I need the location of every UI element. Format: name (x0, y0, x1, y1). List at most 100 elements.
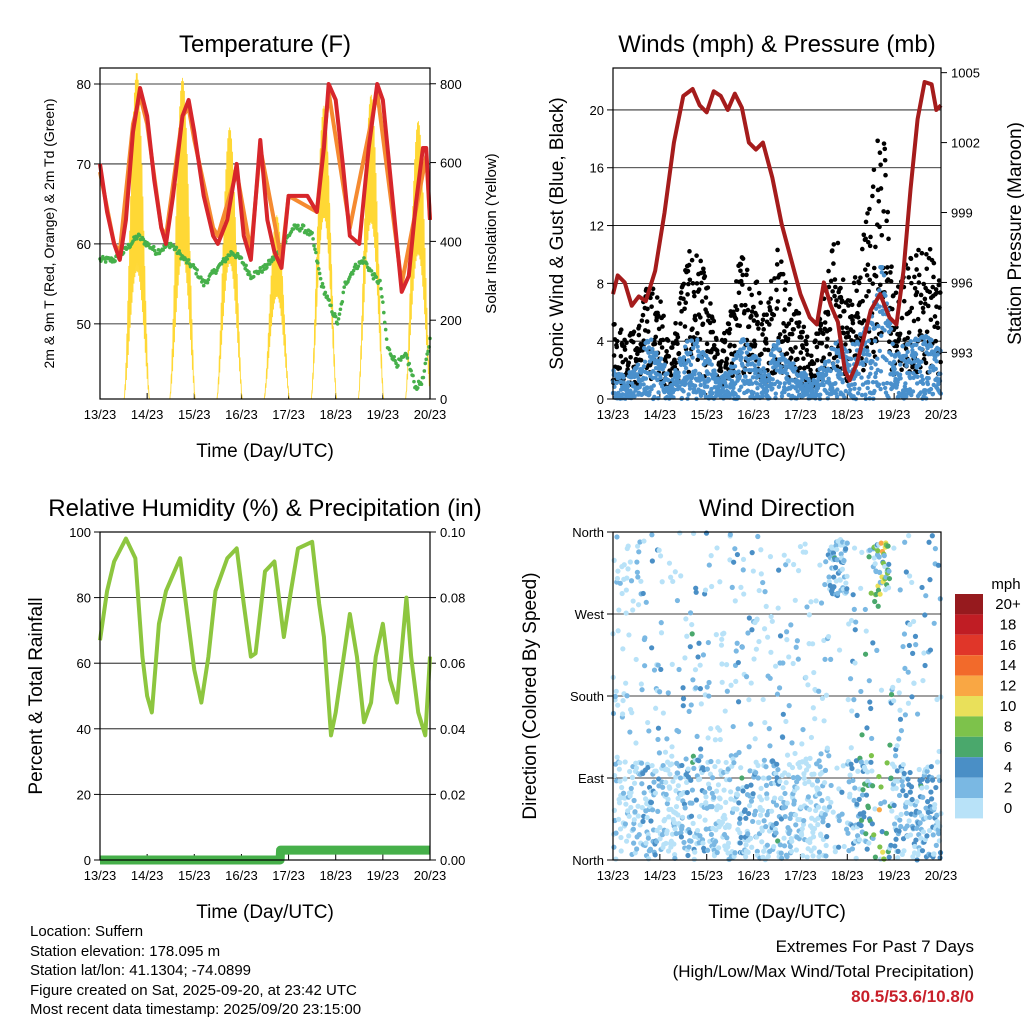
gust-point (789, 317, 794, 323)
direction-point (775, 838, 781, 844)
direction-point (790, 774, 797, 781)
gust-point (687, 249, 692, 254)
gust-point (871, 265, 877, 271)
direction-point (810, 853, 816, 859)
direction-point (885, 585, 892, 591)
gust-point (777, 332, 783, 337)
direction-point (785, 772, 792, 778)
direction-point (912, 843, 918, 850)
direction-point (660, 784, 666, 790)
direction-point (831, 574, 837, 580)
wind-point (922, 391, 928, 396)
direction-point (645, 764, 651, 771)
wind-point (770, 386, 775, 391)
y-tick-label-right: 1002 (951, 136, 980, 151)
wind-point (917, 369, 923, 374)
direction-point (874, 647, 880, 653)
direction-point (826, 753, 832, 759)
dewpoint-point (310, 230, 314, 235)
gust-point (884, 218, 889, 224)
direction-point (715, 759, 721, 765)
direction-point (735, 792, 741, 798)
gust-point (669, 345, 675, 350)
gust-point (870, 193, 875, 199)
direction-point (924, 833, 930, 839)
gust-point (690, 280, 696, 286)
wind-point (665, 371, 670, 376)
created-text: Figure created on Sat, 2025-09-20, at 23… (30, 981, 357, 999)
gust-point (818, 321, 824, 327)
wind-point (878, 369, 884, 374)
direction-point (784, 629, 790, 635)
wind-point (870, 380, 876, 385)
dewpoint-point (317, 271, 322, 276)
humidity-line (98, 536, 432, 738)
direction-point (808, 734, 815, 741)
direction-point (760, 579, 766, 586)
dewpoint-point (299, 226, 304, 231)
y-tick-label-right: 0 (440, 392, 447, 407)
wind-point (843, 388, 848, 394)
gust-point (845, 330, 850, 336)
wind-point (681, 389, 686, 394)
direction-point (755, 775, 761, 781)
direction-point (828, 656, 834, 662)
gust-point (698, 258, 704, 264)
direction-point (810, 705, 816, 711)
direction-point (671, 820, 677, 826)
gust-point (656, 326, 662, 332)
direction-point (737, 840, 743, 846)
dewpoint-point (378, 278, 382, 283)
dewpoint-point (244, 263, 248, 268)
wind-point (873, 306, 879, 311)
direction-point (616, 816, 622, 822)
direction-point (792, 812, 799, 818)
wind-point (625, 380, 631, 385)
gust-point (907, 309, 913, 314)
wind-point (872, 325, 877, 331)
direction-point (766, 726, 772, 732)
gust-point (682, 324, 688, 329)
direction-point (622, 821, 629, 827)
gust-point (790, 349, 795, 354)
direction-point (693, 685, 699, 691)
gust-point (867, 206, 872, 212)
gust-point (798, 350, 804, 355)
direction-point (738, 584, 744, 590)
dewpoint-point (338, 307, 343, 312)
direction-point (885, 543, 891, 549)
gust-point (875, 138, 880, 144)
gust-point (724, 356, 730, 362)
gust-point (685, 268, 691, 274)
wind-point (673, 368, 678, 373)
direction-point (680, 685, 686, 691)
wind-point (739, 355, 744, 360)
x-tick-label: 17/23 (784, 407, 817, 422)
gust-point (851, 280, 857, 286)
wind-point (695, 337, 700, 342)
direction-point (734, 806, 740, 812)
direction-point (924, 768, 930, 774)
gust-point (866, 289, 871, 294)
direction-point (629, 710, 635, 716)
direction-point (928, 789, 934, 795)
direction-point (870, 640, 876, 646)
direction-point (767, 743, 773, 749)
dewpoint-point (296, 223, 300, 228)
direction-point (797, 764, 803, 770)
direction-point (793, 822, 799, 828)
direction-point (663, 779, 669, 785)
gust-point (924, 266, 930, 272)
gust-point (754, 279, 760, 285)
wind-point (929, 337, 934, 343)
direction-point (694, 827, 701, 834)
wind-point (655, 377, 660, 383)
direction-point (708, 553, 714, 559)
direction-point (648, 818, 654, 824)
gust-point (824, 344, 829, 349)
direction-point (768, 649, 774, 655)
direction-point (717, 796, 723, 802)
gust-point (883, 172, 888, 178)
direction-point (780, 734, 786, 740)
wind-point (783, 367, 788, 372)
